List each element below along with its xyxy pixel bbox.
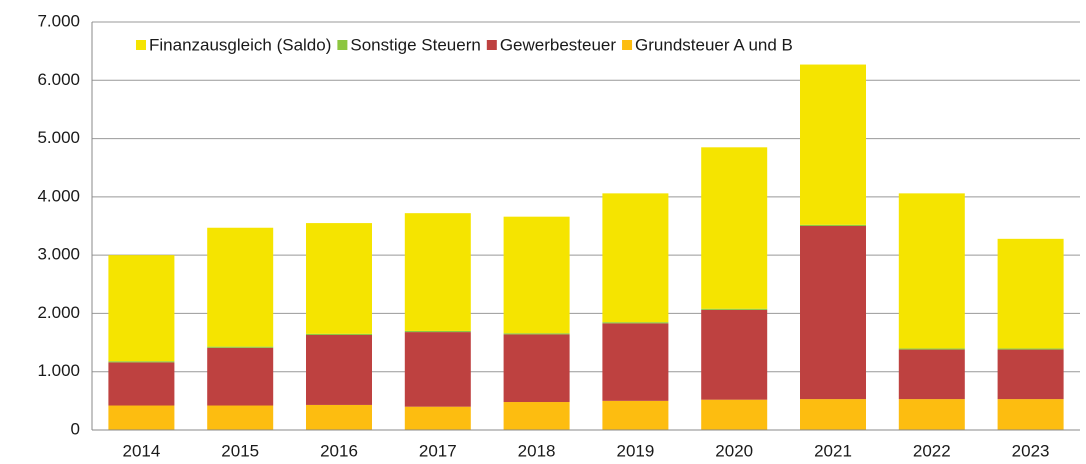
x-tick-label: 2017 <box>419 441 457 460</box>
y-tick-label: 5.000 <box>37 128 80 147</box>
bar-segment <box>701 309 768 400</box>
y-tick-label: 4.000 <box>37 186 80 205</box>
bar-segment <box>701 147 768 309</box>
bar-segment <box>800 64 866 225</box>
y-tick-label: 1.000 <box>37 361 80 380</box>
bar-segment <box>602 193 669 323</box>
x-tick-label: 2022 <box>913 441 951 460</box>
bar-segment <box>404 406 471 430</box>
legend-swatch <box>622 40 633 50</box>
bar-segment <box>800 399 866 430</box>
bar-segment <box>108 361 175 363</box>
bar-segment <box>997 238 1064 349</box>
y-tick-label: 7.000 <box>37 11 80 30</box>
bar-segment <box>404 332 471 407</box>
bar-segment <box>997 348 1064 350</box>
bar-segment <box>404 213 471 331</box>
bar-segment <box>207 346 274 348</box>
bar-segment <box>503 333 570 335</box>
legend-label: Gewerbesteuer <box>500 35 617 54</box>
bar-segment <box>898 349 965 400</box>
bar-segment <box>602 323 669 401</box>
bar-segment <box>108 405 175 430</box>
x-tick-label: 2023 <box>1012 441 1050 460</box>
x-tick-label: 2018 <box>518 441 556 460</box>
bar-segment <box>701 399 768 430</box>
legend-swatch <box>136 40 146 50</box>
bar-segment <box>997 399 1064 430</box>
bar-segment <box>108 362 175 406</box>
bar-segment <box>503 334 570 403</box>
x-tick-label: 2020 <box>715 441 753 460</box>
bar-segment <box>503 402 570 430</box>
x-tick-label: 2019 <box>616 441 654 460</box>
bar-segment <box>207 347 274 406</box>
bar-segment <box>404 330 471 333</box>
bar-segment <box>898 193 965 349</box>
bar-segment <box>306 404 372 430</box>
x-tick-label: 2014 <box>122 441 160 460</box>
bar-segment <box>800 224 866 226</box>
bar-segment <box>207 227 274 347</box>
bar-segment <box>898 348 965 350</box>
y-tick-label: 6.000 <box>37 70 80 89</box>
y-tick-label: 0 <box>71 419 80 438</box>
legend-label: Grundsteuer A und B <box>635 35 793 54</box>
bar-segment <box>602 322 669 324</box>
bar-segment <box>898 399 965 430</box>
bar-segment <box>997 349 1064 400</box>
bar-segment <box>108 255 175 362</box>
bar-segment <box>306 333 372 335</box>
legend-label: Sonstige Steuern <box>350 35 480 54</box>
x-tick-label: 2016 <box>320 441 358 460</box>
x-tick-label: 2015 <box>221 441 259 460</box>
bar-segment <box>306 223 372 334</box>
bar-segment <box>503 216 570 334</box>
bar-segment <box>800 226 866 400</box>
legend-label: Finanzausgleich (Saldo) <box>149 35 331 54</box>
bar-segment <box>701 308 768 310</box>
legend-swatch <box>337 40 348 50</box>
bar-segment <box>207 405 274 430</box>
bar-segment <box>306 334 372 405</box>
y-tick-label: 3.000 <box>37 245 80 264</box>
legend-swatch <box>486 40 497 50</box>
x-tick-label: 2021 <box>814 441 852 460</box>
bar-segment <box>602 400 669 430</box>
y-tick-label: 2.000 <box>37 303 80 322</box>
